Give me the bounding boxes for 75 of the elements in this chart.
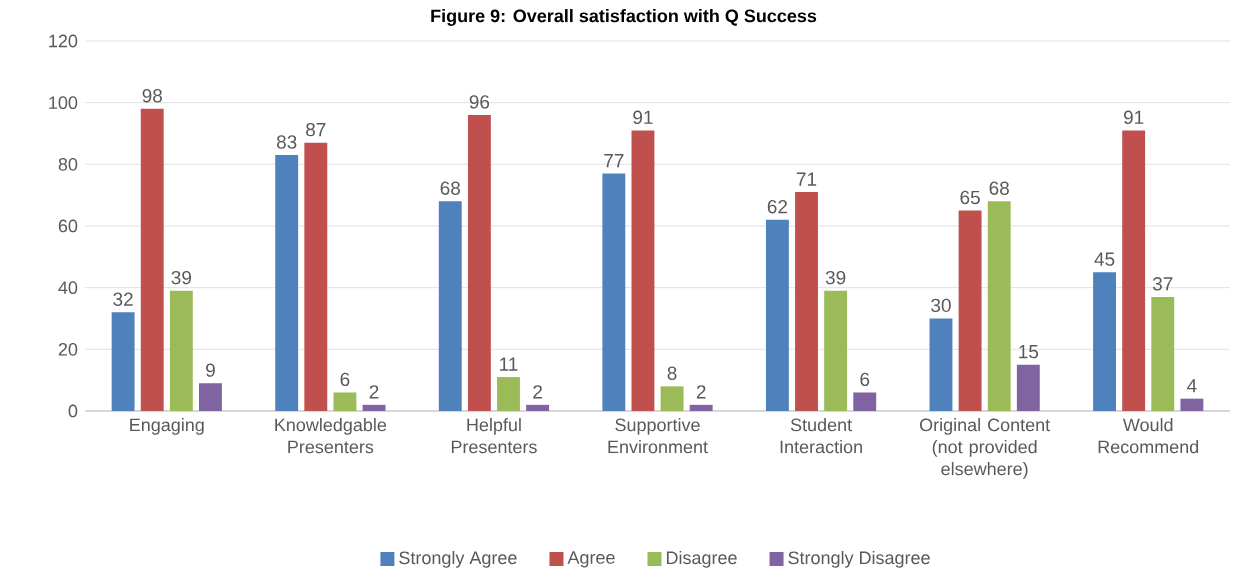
data-label: 45 xyxy=(1094,252,1115,266)
bar xyxy=(987,201,1011,411)
bar xyxy=(795,192,818,411)
bar xyxy=(438,201,462,411)
legend-label: Agree xyxy=(567,551,615,568)
data-label: 68 xyxy=(989,181,1009,195)
bar xyxy=(497,377,520,411)
legend-label: Disagree xyxy=(666,550,737,568)
data-label: 39 xyxy=(171,270,192,285)
data-label: 98 xyxy=(142,88,162,103)
data-label: 96 xyxy=(469,95,490,109)
data-label: 71 xyxy=(796,172,817,186)
legend-label: Strongly Disagree xyxy=(788,550,930,568)
bar xyxy=(333,392,357,411)
bar xyxy=(526,404,550,411)
bar xyxy=(1151,296,1175,411)
data-label: 32 xyxy=(113,292,133,306)
data-label: 62 xyxy=(767,199,788,214)
data-label: 2 xyxy=(696,385,706,399)
x-tick-label: Engaging xyxy=(130,418,204,435)
bar xyxy=(1093,272,1116,411)
data-label: 68 xyxy=(440,181,461,195)
y-tick-label: 20 xyxy=(58,342,78,356)
data-label: 6 xyxy=(340,372,350,387)
x-tick-label: Student Interaction xyxy=(780,418,862,454)
data-label: 91 xyxy=(633,110,653,125)
data-label: 91 xyxy=(1123,110,1144,125)
data-label: 65 xyxy=(960,190,980,205)
data-label: 11 xyxy=(500,357,518,371)
bar xyxy=(1016,364,1040,411)
bar xyxy=(199,383,222,411)
bar xyxy=(824,290,848,411)
x-tick-label: Would Recommend xyxy=(1098,418,1199,454)
bar xyxy=(304,142,328,411)
bar xyxy=(689,404,713,411)
data-label: 15 xyxy=(1019,345,1039,359)
y-tick-label: 60 xyxy=(58,219,78,233)
data-label: 9 xyxy=(206,363,215,377)
data-label: 37 xyxy=(1152,277,1173,291)
legend-label: Strongly Agree xyxy=(399,550,517,568)
y-tick-label: 40 xyxy=(58,281,78,295)
data-label: 2 xyxy=(369,385,379,399)
x-tick-label: Helpful Presenters xyxy=(451,418,537,454)
bar xyxy=(929,318,953,411)
y-tick-label: 120 xyxy=(49,34,78,48)
data-label: 8 xyxy=(667,366,677,380)
bar xyxy=(362,404,386,411)
chart-title: Figure 9: Overall satisfaction with Q Success xyxy=(431,9,817,26)
bar xyxy=(140,108,164,411)
y-tick-label: 100 xyxy=(49,96,78,110)
data-label: 77 xyxy=(604,154,624,168)
bar xyxy=(1180,398,1204,411)
data-label: 39 xyxy=(825,270,846,285)
bar xyxy=(765,219,789,411)
y-tick-label: 0 xyxy=(68,404,78,418)
bar xyxy=(958,210,982,411)
data-label: 2 xyxy=(533,385,542,399)
bar xyxy=(660,386,684,411)
bar xyxy=(1122,130,1146,411)
data-label: 87 xyxy=(306,122,326,137)
bar xyxy=(467,114,491,411)
bar xyxy=(275,155,299,411)
bar xyxy=(111,312,135,411)
data-label: 6 xyxy=(860,372,870,387)
x-tick-label: Original Content (not provided elsewhere) xyxy=(919,418,1051,479)
bar xyxy=(631,130,655,411)
data-label: 30 xyxy=(931,298,951,313)
x-tick-label: Supportive Environment xyxy=(608,418,708,454)
data-label: 4 xyxy=(1187,379,1197,393)
bar xyxy=(602,173,626,411)
y-tick-label: 80 xyxy=(58,157,78,171)
bar xyxy=(169,290,193,411)
bar xyxy=(853,392,877,411)
x-tick-label: Knowledgable Presenters xyxy=(275,418,387,454)
data-label: 83 xyxy=(276,135,297,149)
